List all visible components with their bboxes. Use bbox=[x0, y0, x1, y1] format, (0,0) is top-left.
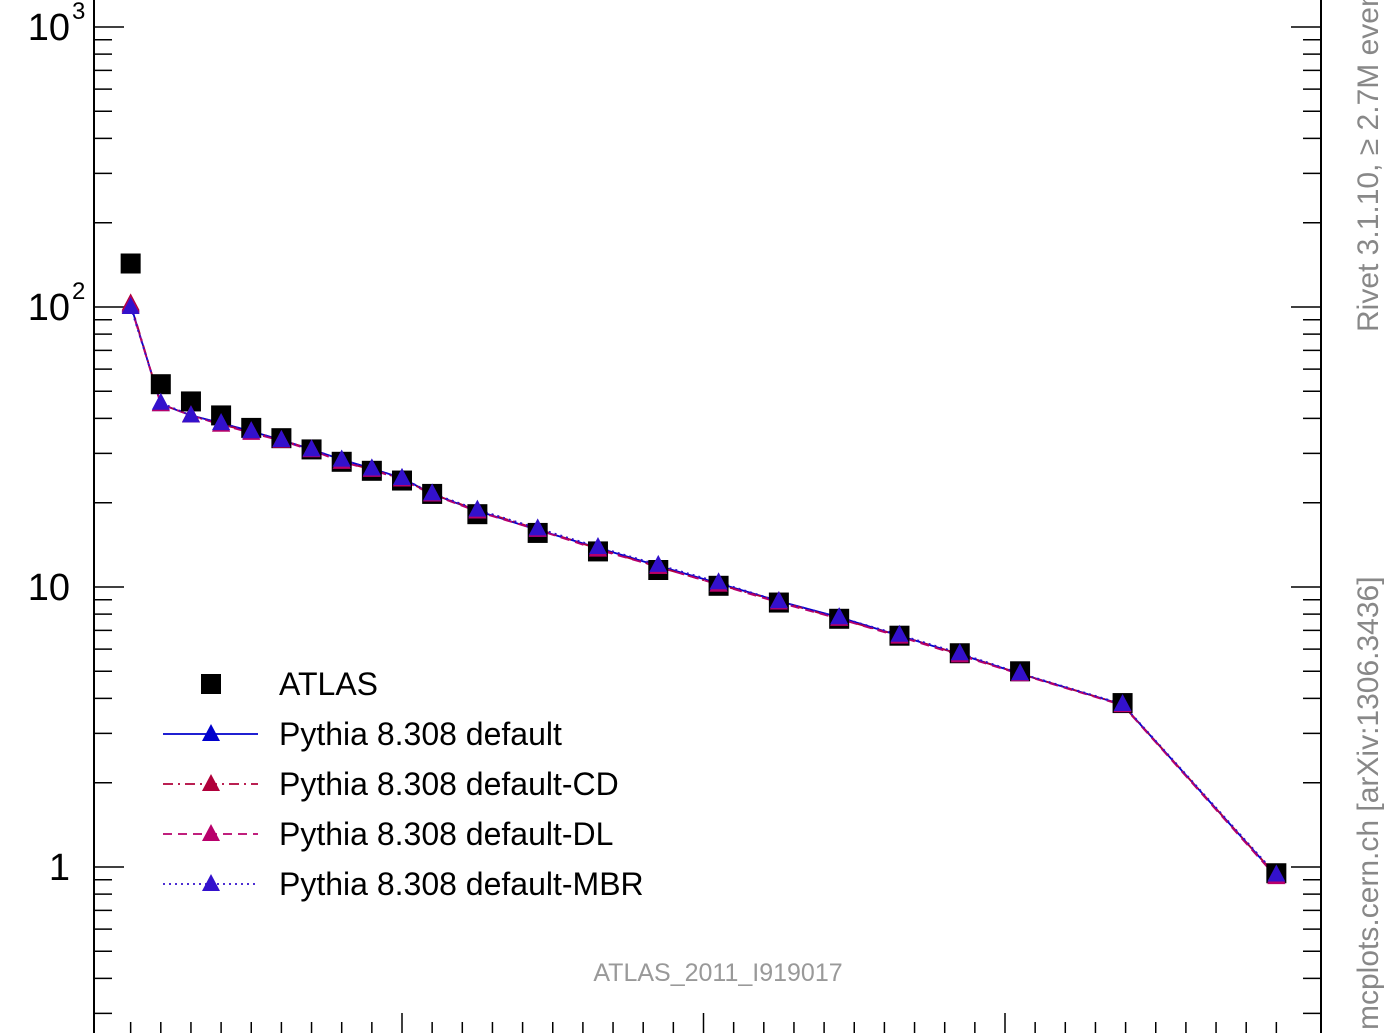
data-point-4 bbox=[181, 405, 200, 423]
series-markers bbox=[120, 253, 1287, 885]
mcplots-label: mcplots.cern.ch [arXiv:1306.3436] bbox=[1352, 576, 1385, 1030]
y-tick-label: 10 bbox=[28, 567, 70, 609]
data-point-4 bbox=[528, 518, 547, 536]
y-tick-label: 10 bbox=[28, 7, 70, 49]
data-point-4 bbox=[649, 554, 668, 572]
legend-label-2: Pythia 8.308 default-CD bbox=[279, 766, 619, 802]
analysis-annotation: ATLAS_2011_I919017 bbox=[593, 959, 842, 987]
data-point-4 bbox=[212, 413, 231, 431]
y-tick-label-exponent: 3 bbox=[72, 0, 85, 25]
legend-label-3: Pythia 8.308 default-DL bbox=[279, 816, 613, 852]
data-point-4 bbox=[272, 429, 291, 447]
legend-label-4: Pythia 8.308 default-MBR bbox=[279, 866, 644, 902]
legend-label-0: ATLAS bbox=[279, 666, 378, 702]
legend: ATLAS Pythia 8.308 default Pythia 8.308 de… bbox=[163, 666, 644, 902]
legend-marker-atlas bbox=[201, 674, 221, 694]
legend-marker-2 bbox=[202, 774, 220, 791]
x-axis-ticks bbox=[129, 1013, 1278, 1033]
legend-marker-4 bbox=[202, 874, 220, 891]
data-point-4 bbox=[709, 572, 728, 590]
legend-marker-3 bbox=[202, 824, 220, 841]
data-point-4 bbox=[423, 483, 442, 501]
data-point-atlas bbox=[150, 374, 171, 395]
y-tick-label: 1 bbox=[49, 847, 70, 889]
y-tick-label: 10 bbox=[28, 287, 70, 329]
data-point-4 bbox=[302, 439, 321, 457]
legend-marker-1 bbox=[202, 724, 220, 741]
data-point-4 bbox=[151, 392, 170, 410]
y-tick-label-exponent: 2 bbox=[72, 278, 85, 305]
data-point-4 bbox=[950, 643, 969, 661]
data-point-4 bbox=[1113, 694, 1132, 712]
data-point-4 bbox=[890, 624, 909, 642]
data-point-4 bbox=[121, 297, 140, 314]
data-point-4 bbox=[362, 458, 381, 476]
data-point-4 bbox=[242, 421, 261, 439]
data-point-4 bbox=[1011, 663, 1030, 681]
plot-frame bbox=[93, 0, 1322, 1033]
data-point-4 bbox=[1267, 864, 1286, 882]
data-point-4 bbox=[332, 449, 351, 467]
legend-label-1: Pythia 8.308 default bbox=[279, 716, 562, 752]
data-point-atlas bbox=[120, 253, 141, 274]
data-point-atlas bbox=[180, 391, 201, 412]
y-axis-ticks bbox=[94, 26, 1321, 1015]
data-point-4 bbox=[393, 468, 411, 486]
rivet-version-label: Rivet 3.1.10, ≥ 2.7M events bbox=[1352, 0, 1385, 332]
data-point-4 bbox=[588, 536, 607, 554]
data-point-4 bbox=[769, 591, 788, 609]
data-point-4 bbox=[830, 607, 849, 625]
data-point-4 bbox=[468, 499, 487, 517]
